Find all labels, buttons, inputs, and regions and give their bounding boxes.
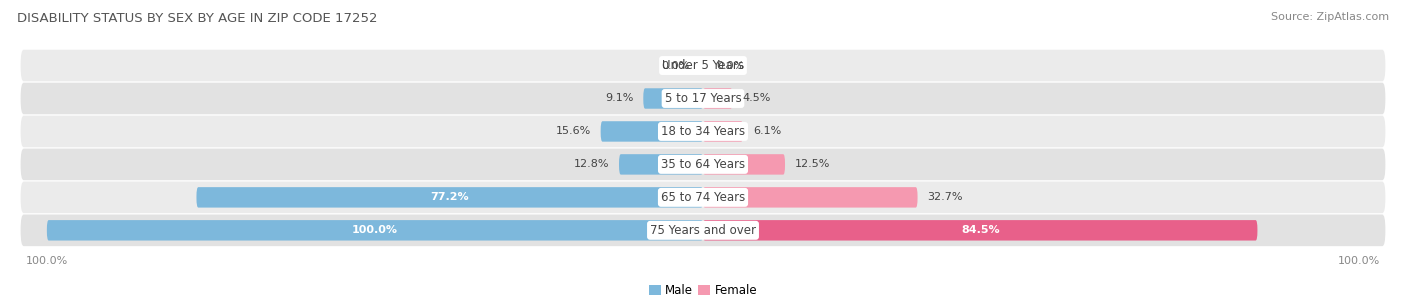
FancyBboxPatch shape — [197, 187, 703, 208]
FancyBboxPatch shape — [21, 149, 1385, 180]
FancyBboxPatch shape — [600, 121, 703, 142]
FancyBboxPatch shape — [703, 88, 733, 109]
Text: 5 to 17 Years: 5 to 17 Years — [665, 92, 741, 105]
FancyBboxPatch shape — [703, 121, 742, 142]
FancyBboxPatch shape — [21, 116, 1385, 147]
Text: 75 Years and over: 75 Years and over — [650, 224, 756, 237]
Text: 100.0%: 100.0% — [352, 225, 398, 235]
Text: DISABILITY STATUS BY SEX BY AGE IN ZIP CODE 17252: DISABILITY STATUS BY SEX BY AGE IN ZIP C… — [17, 12, 377, 25]
FancyBboxPatch shape — [46, 220, 703, 241]
FancyBboxPatch shape — [703, 220, 1257, 241]
Text: 65 to 74 Years: 65 to 74 Years — [661, 191, 745, 204]
FancyBboxPatch shape — [644, 88, 703, 109]
Text: 15.6%: 15.6% — [555, 127, 591, 136]
Text: 35 to 64 Years: 35 to 64 Years — [661, 158, 745, 171]
Legend: Male, Female: Male, Female — [644, 279, 762, 301]
FancyBboxPatch shape — [21, 181, 1385, 213]
Text: 9.1%: 9.1% — [605, 94, 634, 103]
Text: 18 to 34 Years: 18 to 34 Years — [661, 125, 745, 138]
FancyBboxPatch shape — [703, 154, 785, 175]
Text: 32.7%: 32.7% — [928, 192, 963, 202]
Text: 0.0%: 0.0% — [662, 60, 690, 70]
Text: 12.5%: 12.5% — [794, 160, 830, 169]
FancyBboxPatch shape — [619, 154, 703, 175]
FancyBboxPatch shape — [21, 214, 1385, 246]
Text: 12.8%: 12.8% — [574, 160, 609, 169]
FancyBboxPatch shape — [21, 83, 1385, 114]
FancyBboxPatch shape — [21, 50, 1385, 81]
Text: Under 5 Years: Under 5 Years — [662, 59, 744, 72]
Text: 4.5%: 4.5% — [742, 94, 770, 103]
Text: 6.1%: 6.1% — [752, 127, 782, 136]
FancyBboxPatch shape — [703, 187, 918, 208]
Text: Source: ZipAtlas.com: Source: ZipAtlas.com — [1271, 12, 1389, 22]
Text: 77.2%: 77.2% — [430, 192, 470, 202]
Text: 84.5%: 84.5% — [960, 225, 1000, 235]
Text: 0.0%: 0.0% — [716, 60, 744, 70]
